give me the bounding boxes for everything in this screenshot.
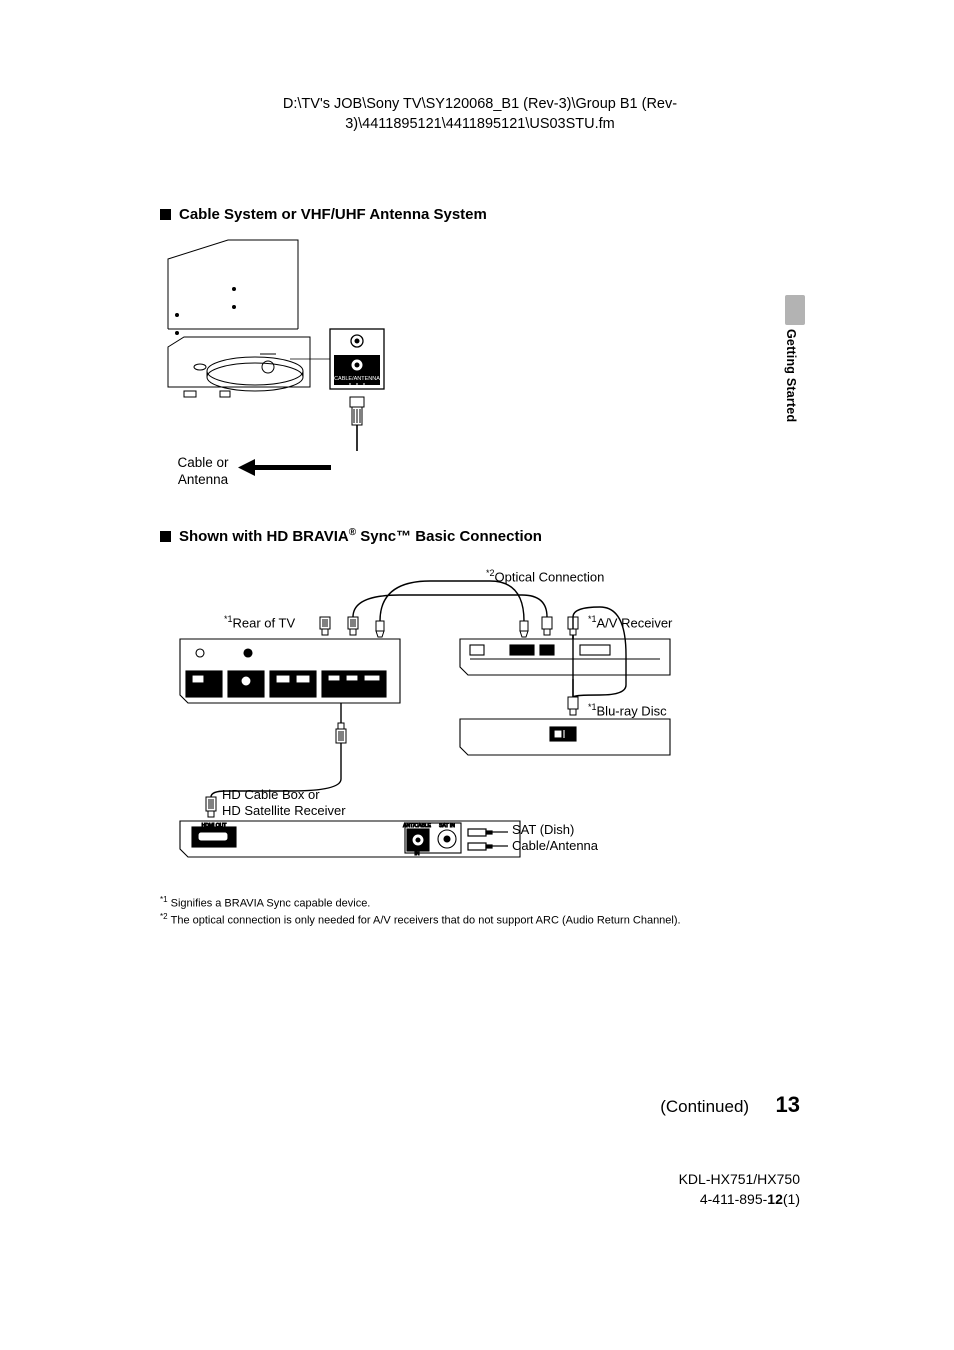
- label-rear-tv: *1Rear of TV: [224, 615, 295, 631]
- section2-heading: Shown with HD BRAVIA® Sync™ Basic Connec…: [160, 527, 800, 545]
- cable-antenna-caption: Cable or Antenna: [164, 455, 242, 489]
- svg-text:HDMI OUT: HDMI OUT: [202, 823, 227, 829]
- svg-text:ANT/CABLE: ANT/CABLE: [403, 823, 431, 829]
- section2-title-post: Sync™ Basic Connection: [356, 528, 542, 545]
- page-number: 13: [776, 1092, 800, 1117]
- section1-heading: Cable System or VHF/UHF Antenna System: [160, 206, 800, 223]
- label-cable-antenna: Cable/Antenna: [512, 839, 598, 853]
- label-av-receiver: *1A/V Receiver: [588, 615, 672, 631]
- file-path-header: D:\TV's JOB\Sony TV\SY120068_B1 (Rev-3)\…: [160, 95, 800, 134]
- label-cablebox: HD Cable Box or HD Satellite Receiver: [222, 787, 346, 818]
- docnum: 4-411-895-12(1): [160, 1190, 800, 1210]
- section1-title: Cable System or VHF/UHF Antenna System: [179, 206, 487, 223]
- label-sat: SAT (Dish): [512, 823, 574, 837]
- svg-text:IN: IN: [415, 851, 420, 857]
- section2-title-pre: Shown with HD BRAVIA: [179, 528, 349, 545]
- port-label-cable-antenna: CABLE/ANTENNA: [334, 376, 380, 382]
- filepath-line2: 3)\4411895121\4411895121\US03STU.fm: [345, 116, 615, 132]
- bullet-icon: [160, 209, 171, 220]
- footnotes: *1 Signifies a BRAVIA Sync capable devic…: [160, 895, 800, 928]
- label-optical: *2Optical Connection: [486, 569, 604, 585]
- side-tab-marker: [785, 295, 805, 325]
- model-label: KDL-HX751/HX750: [160, 1170, 800, 1190]
- svg-text:SAT IN: SAT IN: [439, 823, 455, 829]
- filepath-line1: D:\TV's JOB\Sony TV\SY120068_B1 (Rev-3)\…: [283, 96, 677, 112]
- side-tab-label: Getting Started: [784, 329, 798, 422]
- footnote-2: *2 The optical connection is only needed…: [160, 912, 800, 929]
- svg-text:HDMI: HDMI: [347, 687, 362, 693]
- continued-label: (Continued): [660, 1097, 749, 1116]
- doc-footer: KDL-HX751/HX750 4-411-895-12(1): [160, 1170, 800, 1209]
- label-bluray: *1Blu-ray Disc: [588, 703, 667, 719]
- page-footer: (Continued) 13: [160, 1092, 800, 1118]
- registered-symbol: ®: [349, 527, 356, 538]
- diagram-bravia-sync: HDMI HDMI O: [170, 559, 690, 889]
- footnote-1: *1 Signifies a BRAVIA Sync capable devic…: [160, 895, 800, 912]
- side-tab: Getting Started: [784, 295, 806, 447]
- bullet-icon: [160, 531, 171, 542]
- diagram-cable-antenna: CABLE/ANTENNA: [160, 237, 420, 487]
